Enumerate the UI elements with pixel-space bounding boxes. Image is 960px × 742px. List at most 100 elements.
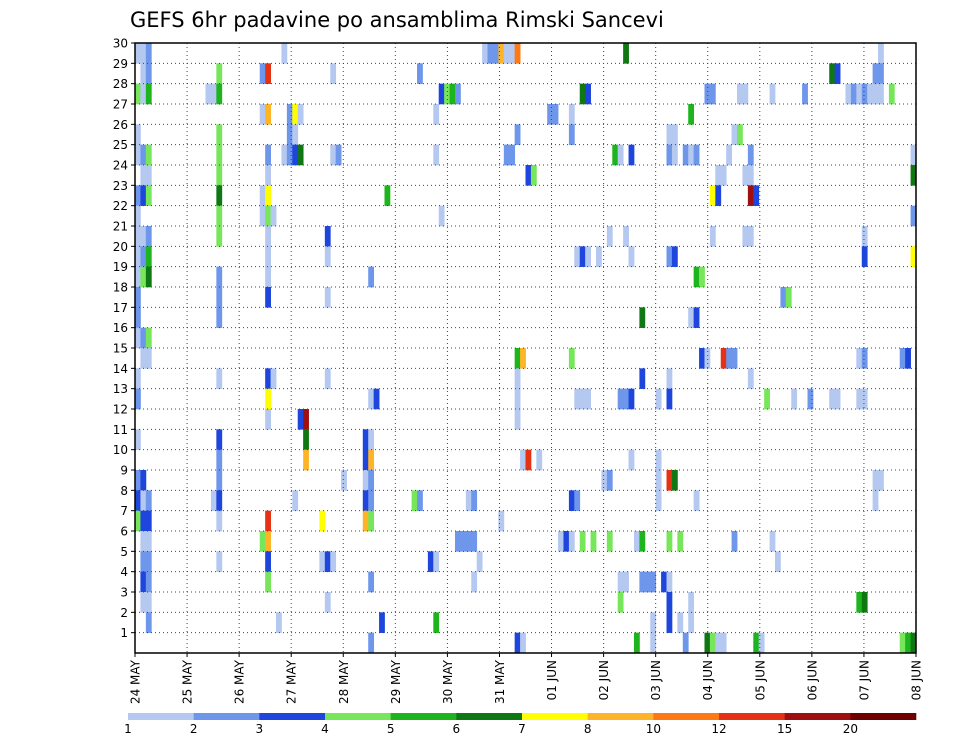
heatmap-cell [623,43,629,64]
heatmap-cell [585,246,591,267]
heatmap-cell [265,205,271,227]
heatmap-cell [910,632,917,654]
heatmap-cell [286,124,293,145]
heatmap-cell [135,226,141,247]
heatmap-cell [265,510,271,532]
heatmap-cell [856,348,863,369]
x-tick-label: 31 MAY [493,659,507,704]
y-tick-label: 8 [120,484,128,498]
legend-swatch [456,713,523,720]
heatmap-cell [639,571,646,593]
heatmap-cell [590,531,597,552]
heatmap-cell [568,490,575,511]
heatmap-cell [666,592,673,613]
heatmap-cell [601,470,608,491]
heatmap-cell [661,571,667,593]
heatmap-cell [514,368,521,389]
heatmap-cell [454,531,461,552]
legend-label: 8 [584,722,592,736]
heatmap-cell [471,571,478,593]
heatmap-cell [259,205,266,227]
heatmap-cell [205,83,212,105]
heatmap-cell [140,327,147,349]
heatmap-cell [655,388,662,410]
heatmap-cell [628,388,635,410]
heatmap-cell [677,612,684,633]
heatmap-cell [905,632,911,654]
y-tick-label: 29 [113,57,128,71]
heatmap-cell [145,592,152,613]
heatmap-cell [693,490,700,511]
x-tick-label: 26 MAY [233,659,247,704]
heatmap-cell [216,490,223,511]
heatmap-cell [520,449,526,471]
heatmap-cell [145,83,152,105]
heatmap-cell [834,63,841,84]
y-tick-label: 25 [113,138,128,152]
y-tick-label: 9 [120,464,128,478]
heatmap-cell [693,266,700,288]
heatmap-cell [731,124,738,145]
heatmap-cell [633,632,640,654]
heatmap-cell [292,124,299,145]
heatmap-cell [135,307,141,328]
heatmap-cell [899,632,906,654]
heatmap-cell [623,388,629,410]
y-tick-label: 22 [113,199,128,213]
heatmap-cell [140,470,147,491]
heatmap-cell [655,470,662,491]
heatmap-cell [688,144,695,166]
heatmap-cell [807,388,814,410]
heatmap-cell [216,63,223,84]
y-tick-label: 5 [120,545,128,559]
heatmap-cell [216,287,223,308]
heatmap-cell [568,531,575,552]
heatmap-cell [259,104,266,125]
heatmap-cell [861,348,868,369]
heatmap-cell [135,368,141,389]
heatmap-cell [872,83,879,105]
heatmap-cell [265,571,271,593]
heatmap-cell [135,83,141,105]
heatmap-cell [688,612,695,633]
heatmap-cell [829,63,836,84]
y-tick-label: 24 [113,159,128,173]
heatmap-cell [704,348,711,369]
heatmap-cell [210,490,217,511]
heatmap-cell [216,449,223,471]
y-tick-label: 10 [113,443,128,457]
heatmap-cell [319,551,326,572]
heatmap-cell [726,348,732,369]
legend-swatch [719,713,785,720]
heatmap-cell [259,185,266,206]
heatmap-cell [709,632,716,654]
heatmap-cell [861,83,868,105]
heatmap-cell [265,226,271,247]
heatmap-cell [671,124,678,145]
x-tick-label: 30 MAY [441,659,455,704]
heatmap-cell [140,490,147,511]
y-tick-label: 23 [113,179,128,193]
heatmap-cell [135,287,141,308]
heatmap-cell [135,429,141,450]
legend-label: 5 [387,722,395,736]
heatmap-cell [639,368,646,389]
heatmap-cell [514,388,521,410]
heatmap-cell [216,429,223,450]
x-tick-label: 06 JUN [805,660,819,700]
heatmap-cell [454,83,461,105]
heatmap-cell [140,144,147,166]
heatmap-cell [509,144,516,166]
heatmap-cell [303,449,309,471]
heatmap-cell [666,612,673,633]
heatmap-cell [639,531,646,552]
heatmap-cell [536,449,543,471]
legend-label: 6 [453,722,461,736]
heatmap-cell [769,531,776,552]
heatmap-cell [878,43,884,64]
heatmap-cell [525,449,532,471]
y-tick-label: 20 [113,240,128,254]
heatmap-cell [292,144,299,166]
heatmap-cell [563,531,570,552]
heatmap-cell [135,470,141,491]
